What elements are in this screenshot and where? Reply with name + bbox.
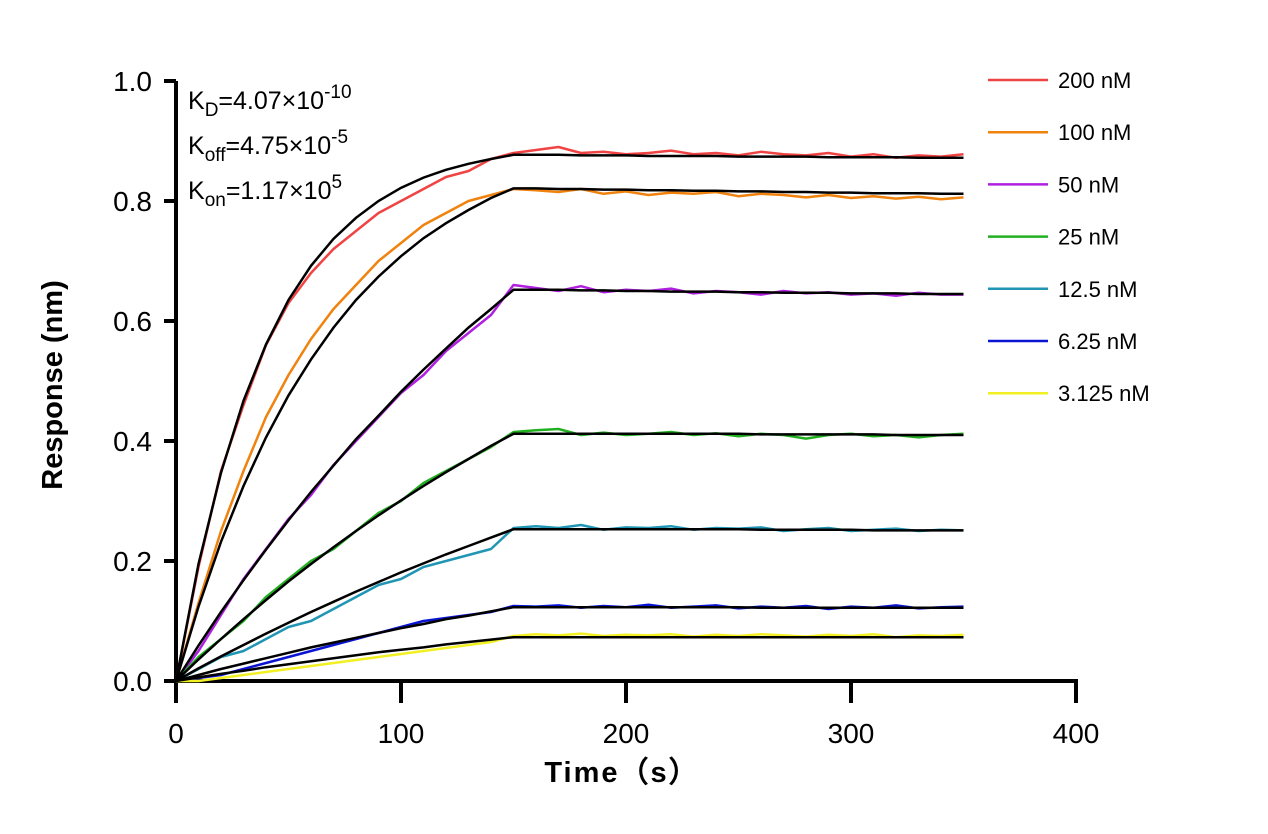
annotation-symbol: K: [188, 177, 205, 205]
legend-label: 200 nM: [1058, 68, 1131, 93]
x-axis-title: Time（s）: [544, 756, 699, 789]
x-tick-label: 0: [168, 718, 184, 749]
y-tick-label: 0.2: [113, 546, 152, 577]
fit-line: [174, 288, 964, 682]
data-line: [174, 187, 964, 682]
annotation: KD=4.07×10-10: [188, 82, 352, 121]
y-axis-title: Response (nm): [37, 280, 69, 489]
x-tick-label: 400: [1053, 718, 1100, 749]
data-line: [175, 427, 964, 682]
fit-line: [175, 527, 964, 683]
fit-line: [175, 605, 964, 683]
data-line: [175, 523, 964, 683]
y-tick-label: 1.0: [113, 66, 152, 97]
x-tick-label: 300: [828, 718, 875, 749]
data-line: [176, 632, 964, 683]
data-line: [174, 145, 964, 682]
annotation-subscript: D: [205, 100, 219, 121]
y-tick-label: 0.0: [113, 666, 152, 697]
legend-label: 3.125 nM: [1058, 381, 1150, 406]
data-line: [175, 603, 964, 683]
fit-line: [175, 635, 964, 683]
fit-line: [174, 187, 964, 682]
legend-label: 50 nM: [1058, 172, 1119, 197]
annotation: Koff=4.75×10-5: [188, 127, 348, 166]
annotation-superscript: 5: [332, 172, 343, 193]
annotation-subscript: on: [205, 190, 226, 211]
data-line: [175, 283, 964, 682]
legend-label: 25 nM: [1058, 225, 1119, 250]
x-tick-label: 100: [378, 718, 425, 749]
fit-line: [175, 432, 964, 682]
annotation-text: =4.75×10: [225, 132, 331, 160]
annotation-superscript: -5: [331, 127, 348, 148]
legend-label: 12.5 nM: [1058, 277, 1138, 302]
y-tick-label: 0.8: [113, 186, 152, 217]
annotation-text: =4.07×10: [218, 87, 324, 115]
y-tick-label: 0.4: [113, 426, 152, 457]
annotation-subscript: off: [205, 145, 227, 166]
y-tick-label: 0.6: [113, 306, 152, 337]
annotation-text: =1.17×10: [226, 177, 332, 205]
legend-label: 100 nM: [1058, 120, 1131, 145]
annotation-symbol: K: [188, 87, 205, 115]
legend-label: 6.25 nM: [1058, 329, 1138, 354]
fit-line: [174, 153, 964, 682]
x-tick-label: 200: [603, 718, 650, 749]
annotation-symbol: K: [188, 132, 205, 160]
annotation-superscript: -10: [324, 82, 351, 103]
annotation: Kon=1.17×105: [188, 172, 342, 211]
